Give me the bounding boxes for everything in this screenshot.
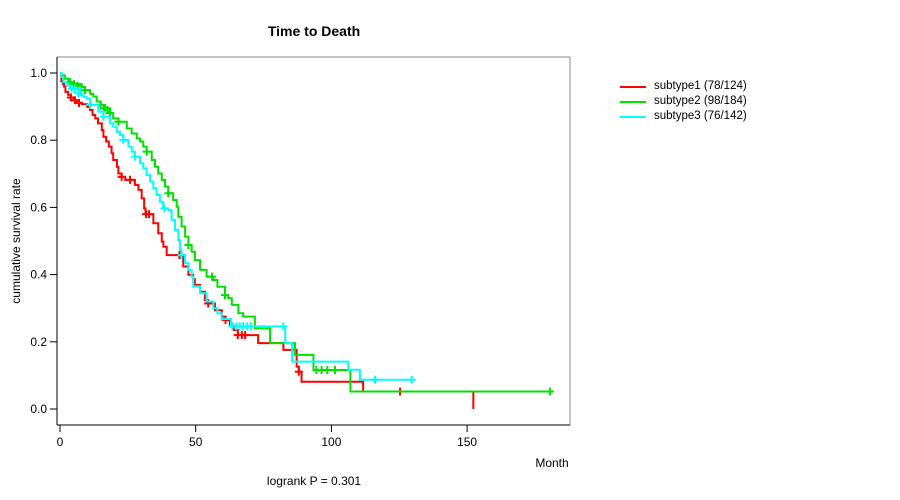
- logrank-p-annotation: logrank P = 0.301: [266, 474, 362, 488]
- y-tick-label: 0.6: [30, 200, 47, 214]
- y-tick-label: 1.0: [30, 66, 47, 80]
- legend-label-subtype2: subtype2 (98/184): [654, 95, 747, 107]
- x-axis-title: Month: [535, 456, 569, 470]
- y-tick-label: 0.2: [30, 335, 47, 349]
- legend-item-subtype3: subtype3 (76/142): [620, 109, 747, 124]
- legend-item-subtype2: subtype2 (98/184): [620, 94, 747, 109]
- legend-label-subtype3: subtype3 (76/142): [654, 110, 747, 122]
- legend-line-subtype2: [620, 100, 646, 103]
- legend-item-subtype1: subtype1 (78/124): [620, 79, 747, 94]
- legend: subtype1 (78/124) subtype2 (98/184) subt…: [620, 79, 747, 124]
- y-tick-label: 0.4: [30, 268, 47, 282]
- x-tick-label: 100: [321, 435, 341, 449]
- y-axis-title: cumulative survival rate: [9, 178, 23, 304]
- x-tick-label: 150: [457, 435, 477, 449]
- legend-label-subtype1: subtype1 (78/124): [654, 80, 747, 92]
- x-tick-label: 0: [57, 435, 64, 449]
- y-tick-label: 0.0: [30, 402, 47, 416]
- km-curve-subtype1: [60, 72, 475, 409]
- legend-line-subtype3: [620, 115, 646, 118]
- legend-line-subtype1: [620, 85, 646, 88]
- y-tick-label: 0.8: [30, 133, 47, 147]
- km-curve-subtype2: [60, 72, 550, 393]
- x-tick-label: 50: [189, 435, 203, 449]
- chart-title: Time to Death: [267, 23, 361, 39]
